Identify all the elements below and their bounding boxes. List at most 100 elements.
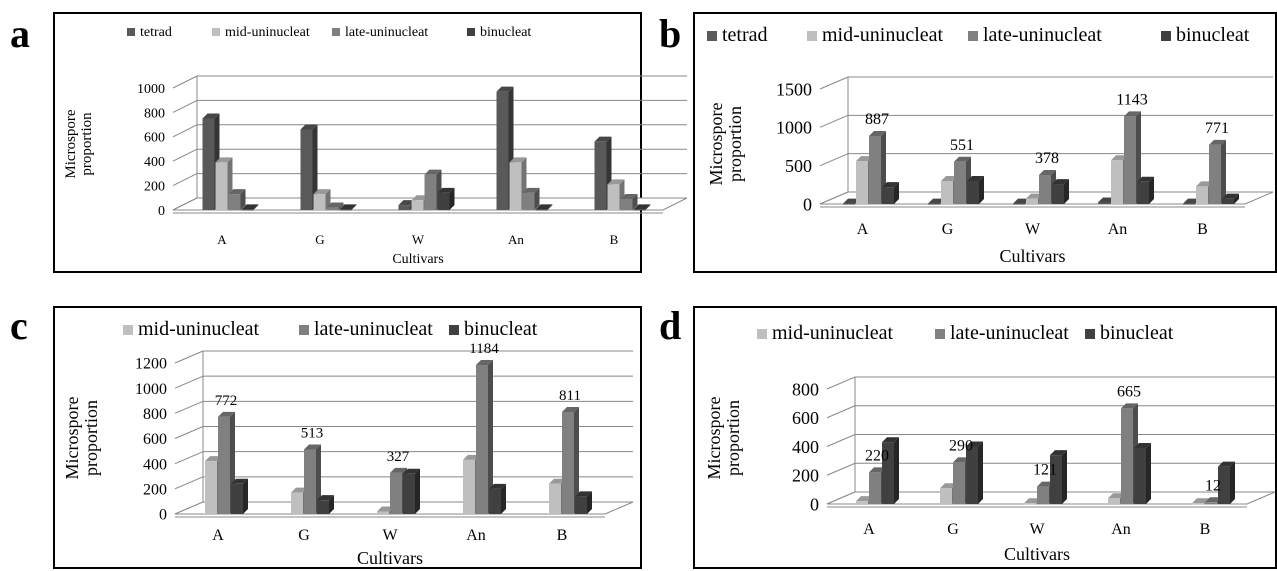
y-tick-label: 0 — [803, 194, 812, 214]
bar-top — [940, 483, 957, 489]
data-label: 290 — [949, 437, 973, 454]
bar-mid-uninucleat-G — [313, 194, 326, 210]
bar-top — [509, 157, 527, 163]
x-axis-title: Cultivars — [1004, 544, 1070, 564]
bar-top — [313, 189, 331, 195]
chart-panel-b: tetrad mid-uninucleat late-uninucleat binuc… — [693, 12, 1277, 273]
bar-top — [1124, 111, 1141, 117]
bar-late-uninucleat-B — [620, 199, 633, 210]
bar-top — [398, 200, 416, 206]
gridline-diag — [819, 114, 849, 128]
bar-mid-uninucleat-A — [215, 162, 228, 210]
x-tick-label: W — [1029, 521, 1045, 538]
bar-binucleat-G — [966, 446, 978, 504]
bar-top — [882, 437, 899, 443]
bar-binucleat-G — [339, 209, 352, 211]
bar-side — [351, 204, 357, 210]
bar-binucleat-B — [1222, 198, 1234, 204]
bar-top — [954, 156, 971, 162]
bar-top — [1098, 197, 1115, 203]
bar-binucleat-W — [1050, 455, 1062, 504]
bar-side — [894, 437, 899, 504]
bar-top — [562, 406, 579, 412]
bar-side — [449, 187, 455, 210]
gridline-diag — [172, 75, 198, 89]
bar-side — [488, 360, 493, 514]
bar-top — [228, 189, 246, 195]
bar-side — [325, 189, 331, 210]
bar-side — [979, 176, 984, 204]
bar-mid-uninucleat-B — [1192, 503, 1204, 505]
bar-top — [633, 204, 651, 210]
y-tick-label: 800 — [792, 379, 819, 399]
bar-late-uninucleat-W — [424, 174, 437, 210]
bar-top — [339, 204, 357, 210]
y-tick-label: 0 — [158, 204, 165, 219]
bar-side — [978, 441, 983, 504]
bar-late-uninucleat-An — [1121, 408, 1133, 504]
bar-top — [1222, 193, 1239, 199]
x-tick-label: W — [382, 527, 398, 544]
bar-top — [941, 176, 958, 181]
bar-binucleat-A — [882, 187, 894, 204]
y-axis-title: Microsporeproportion — [63, 109, 95, 178]
bar-top — [317, 495, 334, 501]
bar-late-uninucleat-An — [476, 365, 488, 514]
bar-mid-uninucleat-W — [411, 200, 424, 210]
bar-late-uninucleat-A — [869, 135, 881, 204]
bar-mid-uninucleat-G — [291, 492, 303, 514]
data-label: 327 — [387, 449, 410, 465]
x-tick-label: B — [1197, 221, 1208, 238]
x-axis-title: Cultivars — [392, 252, 443, 267]
bar-top — [1111, 155, 1128, 161]
gridline-diag — [826, 376, 856, 390]
y-tick-label: 400 — [144, 155, 165, 170]
gridline-diag — [172, 173, 198, 187]
legend-swatch-mid-uninucleat — [123, 325, 133, 335]
bar-top — [882, 182, 899, 188]
x-axis-title: Cultivars — [1000, 246, 1066, 266]
bar-top — [1024, 498, 1041, 504]
bar-top — [218, 411, 235, 417]
bar-top — [489, 483, 506, 489]
y-tick-label: 0 — [810, 494, 819, 514]
gridline-diag — [826, 405, 856, 419]
gridline-diag — [174, 451, 204, 465]
bar-top — [594, 136, 612, 142]
bar-top — [291, 487, 308, 493]
gridline-diag — [172, 124, 198, 138]
y-axis-title: Microsporeproportion — [704, 397, 743, 480]
chart-d-svg: mid-uninucleat late-uninucleat binucleat 0 2… — [704, 322, 1276, 564]
legend-swatch-mid-uninucleat — [807, 31, 817, 41]
bar-top — [928, 198, 945, 204]
bar-top — [1026, 193, 1043, 199]
bar-tetrad-W — [1013, 203, 1025, 205]
x-tick-label: An — [508, 232, 524, 247]
bar-side — [312, 124, 318, 210]
bar-binucleat-W — [437, 192, 450, 210]
legend-swatch-mid-uninucleat — [757, 329, 767, 339]
bar-side — [632, 194, 638, 210]
bar-side — [243, 478, 248, 514]
bar-late-uninucleat-G — [954, 161, 966, 204]
bar-mid-uninucleat-An — [463, 459, 475, 514]
panel-letter-a: a — [10, 11, 30, 56]
x-tick-label: G — [947, 521, 959, 538]
y-tick-label: 1000 — [137, 82, 165, 97]
gridline-diag — [826, 434, 856, 447]
bar-top — [326, 202, 344, 208]
legend-label-late-uninucleat: late-uninucleat — [983, 24, 1102, 46]
bar-late-uninucleat-G — [326, 207, 339, 210]
legend-swatch-binucleat — [1085, 329, 1095, 339]
bar-top — [424, 169, 442, 175]
bar-top — [1037, 481, 1054, 487]
bar-top — [496, 86, 514, 92]
bar-side — [894, 182, 899, 204]
y-tick-label: 800 — [144, 106, 165, 121]
bar-late-uninucleat-G — [953, 462, 965, 504]
bar-top — [403, 468, 420, 474]
bar-top — [966, 441, 983, 447]
bar-top — [869, 467, 886, 473]
bar-binucleat-W — [1052, 184, 1064, 204]
gridline-diag — [172, 99, 198, 113]
